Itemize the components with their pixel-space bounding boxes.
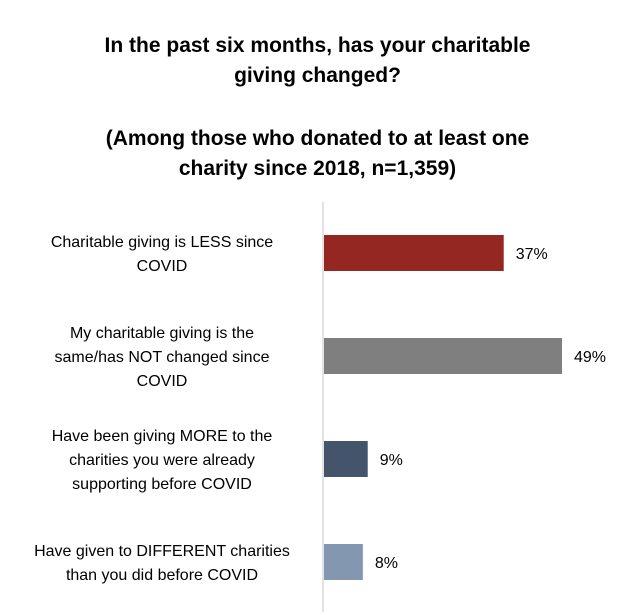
chart-title-line-2: giving changed? <box>234 64 401 87</box>
category-label-3-line-3: supporting before COVID <box>72 476 252 493</box>
category-label-1: Charitable giving is LESS since COVID <box>51 234 273 275</box>
bar-4 <box>324 544 363 580</box>
category-label-2-line-1: My charitable giving is the <box>70 325 254 342</box>
category-label-2-line-2: same/has NOT changed since <box>55 349 270 366</box>
value-label-2: 49% <box>574 349 606 366</box>
value-label-1: 37% <box>516 246 548 263</box>
category-label-4: Have given to DIFFERENT charities than yo… <box>34 543 290 584</box>
value-label-4: 8% <box>375 555 398 572</box>
category-label-3: Have been giving MORE to the charities yo… <box>52 428 273 493</box>
bar-1 <box>324 235 504 271</box>
value-label-3: 9% <box>380 452 403 469</box>
category-label-1-line-1: Charitable giving is LESS since <box>51 234 273 251</box>
category-label-1-line-2: COVID <box>137 258 188 275</box>
category-label-4-line-2: than you did before COVID <box>66 567 258 584</box>
category-label-2-line-3: COVID <box>137 373 188 390</box>
category-label-4-line-1: Have given to DIFFERENT charities <box>34 543 290 560</box>
chart-subtitle-line-1: (Among those who donated to at least one <box>105 127 530 150</box>
chart-subtitle: (Among those who donated to at least one… <box>0 124 635 184</box>
chart-title: In the past six months, has your charita… <box>0 31 635 91</box>
bar-3 <box>324 441 368 477</box>
chart-title-line-1: In the past six months, has your charita… <box>104 34 531 57</box>
category-label-2: My charitable giving is the same/has NOT … <box>55 325 270 390</box>
bar-2 <box>324 338 562 374</box>
category-label-3-line-1: Have been giving MORE to the <box>52 428 273 445</box>
chart-subtitle-line-2: charity since 2018, n=1,359) <box>178 157 457 180</box>
category-label-3-line-2: charities you were already <box>69 452 255 469</box>
